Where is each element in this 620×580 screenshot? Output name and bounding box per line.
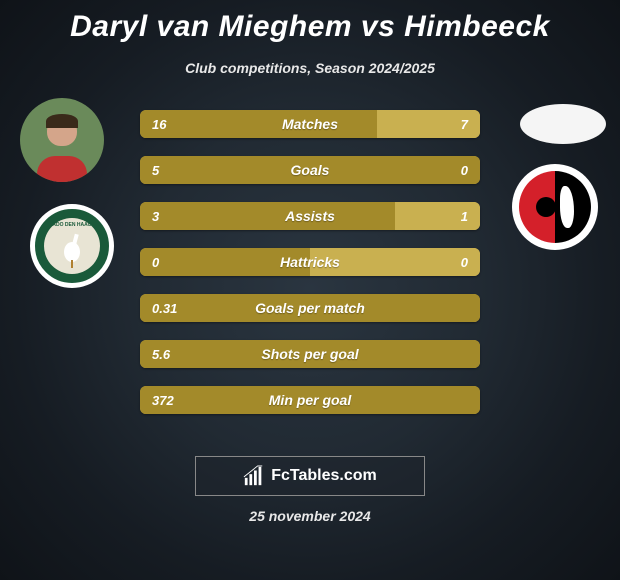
stat-row: 0.31 Goals per match — [140, 294, 480, 322]
stat-row: 0 Hattricks 0 — [140, 248, 480, 276]
page-title: Daryl van Mieghem vs Himbeeck — [70, 10, 550, 44]
stat-label: Goals — [291, 162, 330, 178]
bar-left-segment — [140, 202, 395, 230]
branding-text: FcTables.com — [271, 467, 377, 485]
stat-row: 5 Goals 0 — [140, 156, 480, 184]
stat-value-left: 5.6 — [152, 347, 170, 362]
stat-label: Matches — [282, 116, 338, 132]
page-subtitle: Club competitions, Season 2024/2025 — [185, 60, 435, 76]
stat-row: 16 Matches 7 — [140, 110, 480, 138]
date-text: 25 november 2024 — [249, 508, 370, 524]
stat-row: 5.6 Shots per goal — [140, 340, 480, 368]
chart-bars-icon — [243, 465, 265, 487]
stat-value-left: 0 — [152, 255, 159, 270]
club-left-logo: ADO DEN HAAG — [30, 204, 114, 288]
stat-label: Shots per goal — [261, 346, 358, 362]
stat-row: 3 Assists 1 — [140, 202, 480, 230]
stats-bars: 16 Matches 7 5 Goals 0 3 Assists 1 0 Hattricks 0 0.3… — [140, 110, 480, 414]
player-left-avatar — [20, 98, 104, 182]
club-left-logo-text: ADO DEN HAAG — [52, 222, 91, 228]
stat-value-left: 372 — [152, 393, 174, 408]
club-right-logo — [512, 164, 598, 250]
stat-label: Hattricks — [280, 254, 340, 270]
stat-label: Assists — [285, 208, 335, 224]
stat-value-left: 3 — [152, 209, 159, 224]
stat-value-left: 0.31 — [152, 301, 177, 316]
player-right-avatar — [520, 104, 606, 144]
stat-value-left: 16 — [152, 117, 166, 132]
branding-box: FcTables.com — [195, 456, 425, 496]
stat-value-right: 0 — [461, 163, 468, 178]
stat-label: Min per goal — [269, 392, 351, 408]
stat-value-right: 1 — [461, 209, 468, 224]
stat-value-left: 5 — [152, 163, 159, 178]
bar-left-segment — [140, 110, 377, 138]
stat-value-right: 0 — [461, 255, 468, 270]
stat-value-right: 7 — [461, 117, 468, 132]
stat-label: Goals per match — [255, 300, 365, 316]
stat-row: 372 Min per goal — [140, 386, 480, 414]
comparison-infographic: Daryl van Mieghem vs Himbeeck Club compe… — [0, 0, 620, 580]
